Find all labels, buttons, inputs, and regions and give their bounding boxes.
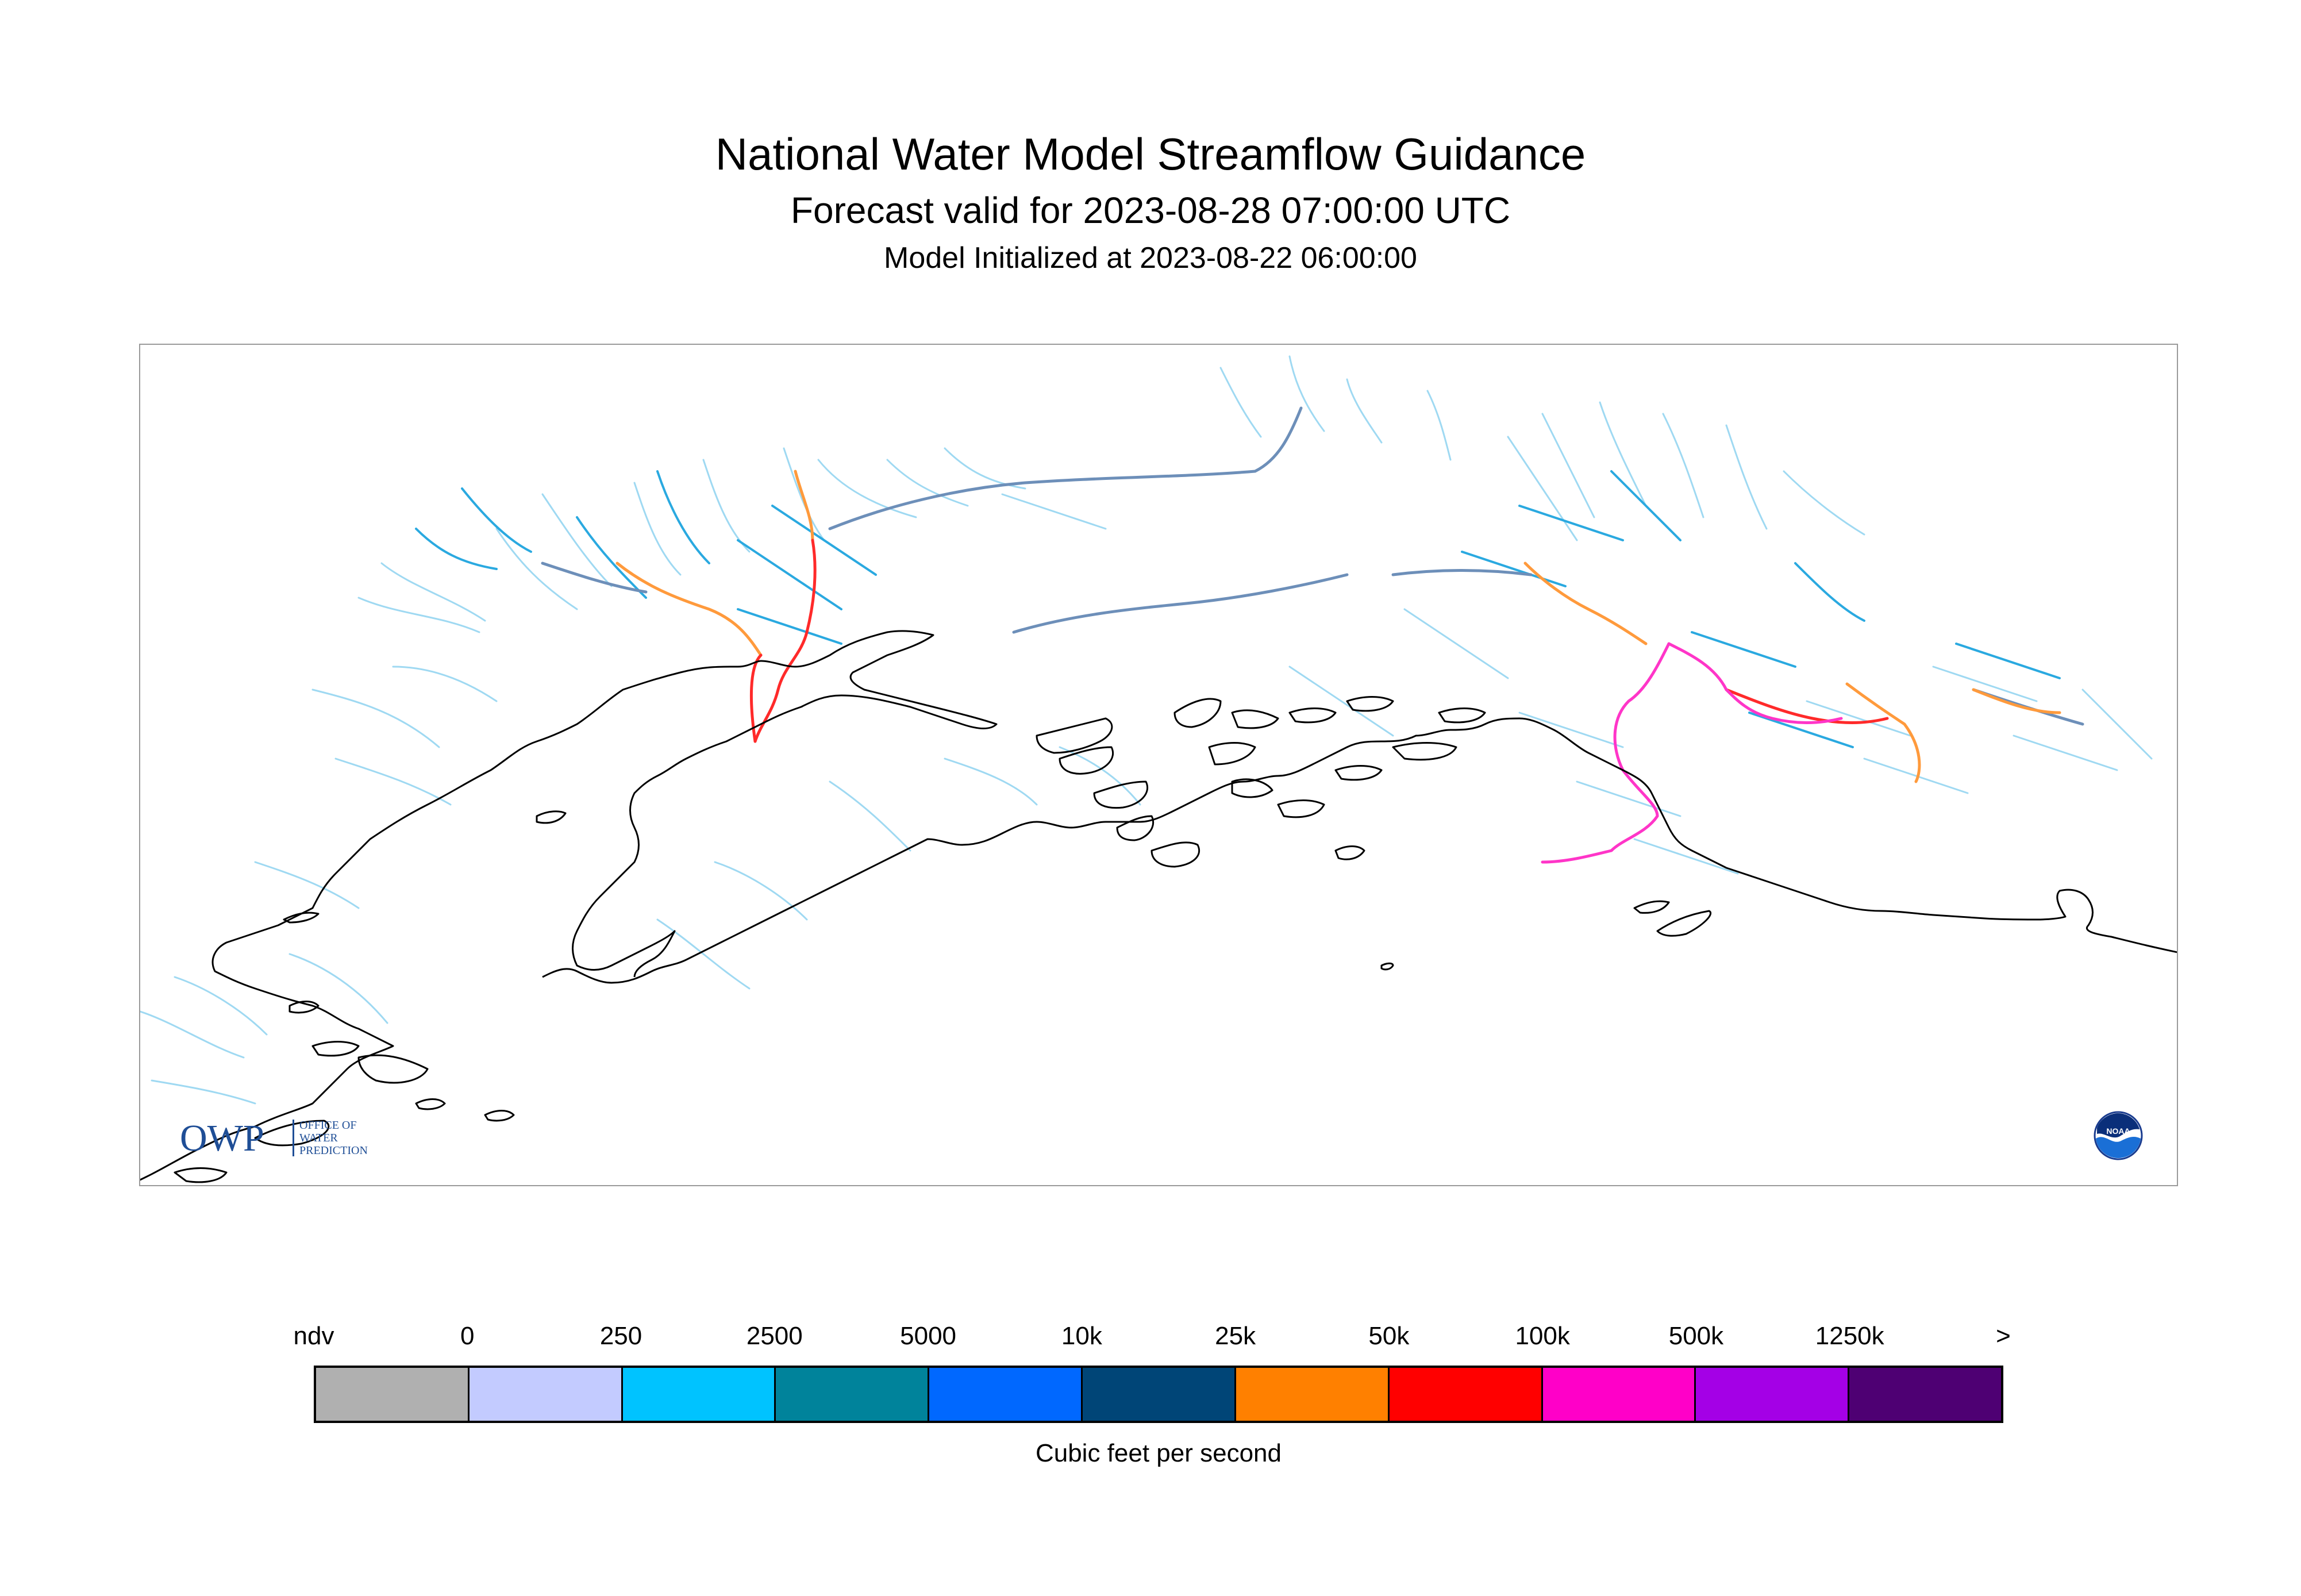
legend-swatch (1849, 1368, 2001, 1421)
owp-logo-mark: OWP (180, 1117, 264, 1159)
legend-swatch (1236, 1368, 1390, 1421)
legend-tick-label: 500k (1668, 1322, 1724, 1350)
legend-tick-label: 2500 (746, 1322, 803, 1350)
legend-swatch (622, 1368, 776, 1421)
legend-swatch (469, 1368, 623, 1421)
colorbar-legend: ndv 0 250 2500 5000 10k 25k 50k 100k 500k 1250k > C… (294, 1322, 2011, 1483)
model-init-time: Model Initialized at 2023-08-22 06:00:00 (884, 241, 1417, 275)
title-block: National Water Model Streamflow Guidance… (0, 125, 2301, 278)
map-canvas (140, 355, 2177, 1183)
orange-rivers (615, 470, 2061, 783)
noaa-logo-text: NOAA (2106, 1126, 2130, 1136)
noaa-logo: NOAA (2094, 1111, 2143, 1160)
forecast-valid-time: Forecast valid for 2023-08-28 07:00:00 U… (790, 190, 1511, 231)
legend-swatch (316, 1368, 470, 1421)
legend-swatch (1542, 1368, 1696, 1421)
streamflow-map[interactable] (139, 344, 2178, 1186)
owp-logo: OWP OFFICE OF WATER PREDICTION (180, 1115, 387, 1161)
legend-tick-label: 10k (1061, 1322, 1102, 1350)
legend-swatch (1083, 1368, 1236, 1421)
legend-tick-label: 250 (599, 1322, 642, 1350)
legend-tick-label: 5000 (900, 1322, 957, 1350)
legend-swatch (776, 1368, 930, 1421)
owp-logo-text-line: OFFICE OF (299, 1119, 356, 1132)
legend-swatch (1389, 1368, 1543, 1421)
owp-logo-divider (293, 1120, 294, 1156)
legend-tick-label: 0 (460, 1322, 475, 1350)
legend-tick-label: 50k (1368, 1322, 1410, 1350)
owp-logo-text-line: PREDICTION (299, 1144, 368, 1157)
owp-logo-text-line: WATER (299, 1132, 338, 1144)
legend-tick-label: 100k (1515, 1322, 1570, 1350)
legend-colorbar (314, 1366, 2003, 1423)
legend-tick-label: > (1996, 1322, 2011, 1350)
legend-tick-label: 1250k (1815, 1322, 1884, 1350)
map-title: National Water Model Streamflow Guidance (715, 129, 1586, 179)
small-streams (140, 355, 2153, 1105)
large-rivers (541, 406, 2084, 726)
noaa-logo-graphic: NOAA (2094, 1111, 2143, 1160)
legend-tick-label: ndv (293, 1322, 334, 1350)
legend-swatch (1696, 1368, 1850, 1421)
legend-unit-label: Cubic feet per second (1035, 1439, 1282, 1467)
medium-streams (415, 470, 2061, 748)
legend-swatch (929, 1368, 1083, 1421)
legend-tick-label: 25k (1215, 1322, 1256, 1350)
coastline (140, 630, 2177, 1183)
